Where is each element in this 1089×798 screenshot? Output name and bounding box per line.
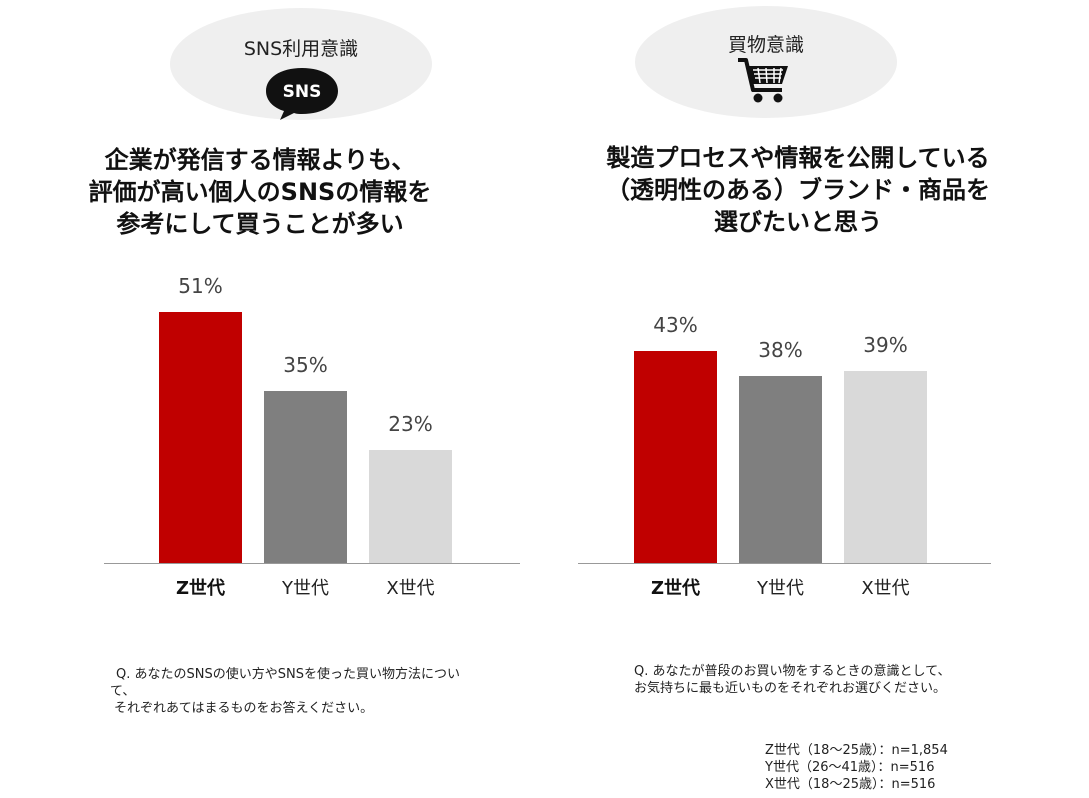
sample-size-z: Z世代（18～25歳）：n=1,854 (765, 743, 948, 758)
bar-y-generation (739, 376, 822, 563)
sample-size-legend: Z世代（18～25歳）：n=1,854 Y世代（26～41歳）：n=516 X世… (765, 742, 948, 793)
category-label-x: X世代 (861, 578, 910, 599)
data-label-y: 35% (283, 352, 328, 377)
topic-bubble (635, 6, 897, 118)
question-note-line-2: て、 (110, 684, 136, 699)
category-label-x: X世代 (386, 578, 435, 599)
category-label-y: Y世代 (282, 578, 329, 599)
chart-headline: 企業が発信する情報よりも、 評価が高い個人のSNSの情報を 参考にして買うことが… (0, 144, 520, 240)
sns-icon-text: SNS (283, 82, 322, 102)
question-note-line-1: Q. あなたのSNSの使い方やSNSを使った買い物方法につい (116, 667, 460, 682)
category-label-z: Z世代 (175, 578, 226, 599)
question-note-line-1: Q. あなたが普段のお買い物をするときの意識として、 (634, 664, 951, 679)
data-label-z: 51% (178, 274, 223, 299)
data-label-y: 38% (758, 338, 803, 363)
panel-sns-usage: SNS利用意識 SNS 企業が発信する情報よりも、 評価が高い個人のSNSの情報… (0, 0, 520, 716)
bar-z-generation (159, 312, 242, 563)
sample-size-y: Y世代（26～41歳）：n=516 (765, 760, 935, 775)
headline-line-1: 企業が発信する情報よりも、 (104, 146, 416, 174)
question-note: Q. あなたが普段のお買い物をするときの意識として、 お気持ちに最も近いものをそ… (634, 663, 950, 697)
x-axis-baseline (104, 563, 520, 564)
panel-shopping-awareness: 買物意識 製造プロセスや情報を公開している （透明性のある）ブランド・商品を 選… (520, 0, 1040, 696)
bar-y-generation (264, 390, 347, 563)
sns-speech-bubble-icon: SNS (266, 68, 338, 120)
category-label-y: Y世代 (757, 578, 804, 599)
question-note: Q. あなたのSNSの使い方やSNSを使った買い物方法につい て、 それぞれあて… (110, 666, 460, 717)
bar-x-generation (844, 371, 927, 563)
bar-x-generation (369, 449, 452, 563)
category-label-z: Z世代 (650, 578, 701, 599)
topic-bubble-label: 買物意識 (727, 34, 804, 56)
headline-line-1: 製造プロセスや情報を公開している (606, 144, 990, 172)
question-note-line-2: お気持ちに最も近いものをそれぞれお選びください。 (634, 681, 947, 696)
sample-size-x: X世代（18～25歳）：n=516 (765, 777, 936, 792)
question-note-line-3: それぞれあてはまるものをお答えください。 (114, 701, 374, 716)
headline-line-2: （透明性のある）ブランド・商品を (606, 176, 990, 204)
x-axis-baseline (578, 563, 991, 564)
headline-line-3: 参考にして買うことが多い (116, 210, 404, 238)
topic-bubble-label: SNS利用意識 (243, 38, 359, 60)
bar-z-generation (634, 351, 717, 563)
shopping-cart-icon (738, 58, 788, 103)
data-label-z: 43% (653, 313, 698, 338)
data-label-x: 39% (863, 333, 908, 358)
data-label-x: 23% (388, 411, 433, 436)
headline-line-2: 評価が高い個人のSNSの情報を (88, 178, 432, 206)
headline-line-3: 選びたいと思う (714, 208, 882, 236)
chart-headline: 製造プロセスや情報を公開している （透明性のある）ブランド・商品を 選びたいと思… (538, 142, 1058, 238)
